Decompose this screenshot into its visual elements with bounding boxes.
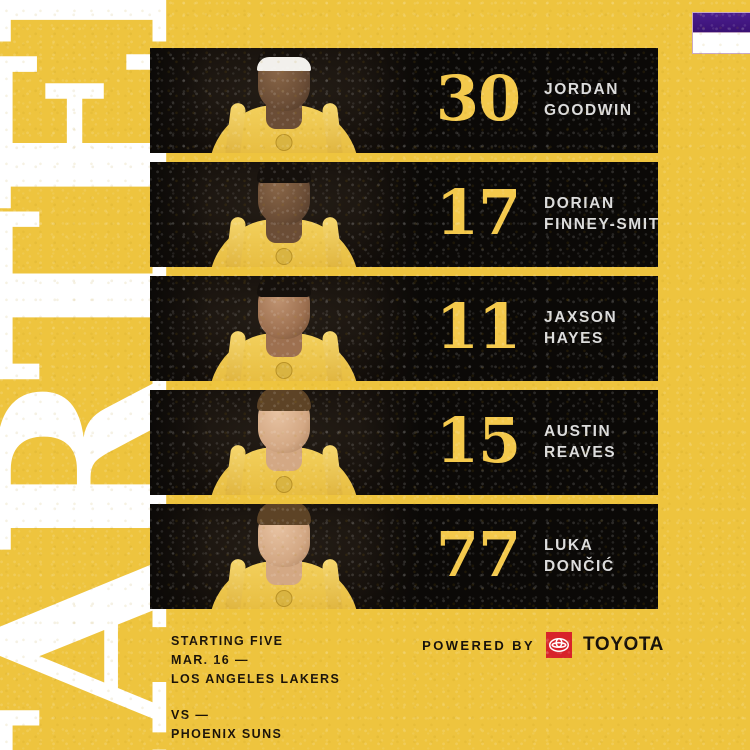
player-number: 17: [435, 175, 521, 249]
player-row[interactable]: 77 LUKA DONČIĆ: [150, 504, 658, 609]
player-name: DORIAN FINNEY-SMITH: [538, 162, 658, 267]
player-first-name: DORIAN: [544, 194, 615, 212]
toyota-brand-name: TOYOTA: [582, 634, 664, 655]
footer: STARTING FIVE MAR. 16 — LOS ANGELES LAKE…: [0, 610, 750, 750]
away-team-name: PHOENIX SUNS: [171, 727, 283, 741]
powered-by-label: POWERED BY: [422, 637, 535, 653]
player-row[interactable]: 17 DORIAN FINNEY-SMITH: [150, 162, 658, 267]
player-number: 11: [435, 289, 521, 363]
player-last-name: FINNEY-SMITH: [544, 215, 658, 233]
player-last-name: HAYES: [544, 329, 604, 347]
player-first-name: JORDAN: [544, 80, 620, 98]
home-team-name: LOS ANGELES LAKERS: [171, 672, 341, 686]
player-photo: [150, 48, 418, 153]
player-first-name: JAXSON: [544, 308, 618, 326]
game-date: MAR. 16 —: [171, 653, 249, 667]
game-info-block: STARTING FIVE MAR. 16 — LOS ANGELES LAKE…: [171, 632, 340, 744]
player-row[interactable]: 11 JAXSON HAYES: [150, 276, 658, 381]
player-row[interactable]: 30 JORDAN GOODWIN: [150, 48, 658, 153]
player-row[interactable]: 15 AUSTIN REAVES: [150, 390, 658, 495]
player-number: 30: [435, 61, 521, 135]
player-number: 15: [435, 403, 521, 477]
player-name: JAXSON HAYES: [538, 276, 658, 381]
player-name: JORDAN GOODWIN: [538, 48, 658, 153]
player-photo: [150, 504, 418, 609]
toyota-logo-icon: [545, 632, 572, 658]
roster-list: 30 JORDAN GOODWIN 17 DORIAN FINNEY-SMITH: [150, 48, 658, 609]
player-number: 77: [435, 517, 521, 591]
sponsor-block: POWERED BY TOYOTA: [422, 632, 664, 658]
versus-label: VS —: [171, 708, 210, 722]
player-first-name: AUSTIN: [544, 422, 612, 440]
player-photo: [150, 162, 418, 267]
player-photo: [150, 390, 418, 495]
starting-five-label: STARTING FIVE: [171, 634, 284, 648]
player-first-name: LUKA: [544, 536, 594, 554]
player-name: LUKA DONČIĆ: [538, 504, 658, 609]
player-last-name: REAVES: [544, 443, 617, 461]
player-name: AUSTIN REAVES: [538, 390, 658, 495]
player-last-name: GOODWIN: [544, 101, 633, 119]
player-photo: [150, 276, 418, 381]
corner-flag-purple-band: [693, 13, 750, 33]
player-last-name: DONČIĆ: [544, 557, 615, 575]
lakers-corner-flag: [692, 12, 750, 54]
